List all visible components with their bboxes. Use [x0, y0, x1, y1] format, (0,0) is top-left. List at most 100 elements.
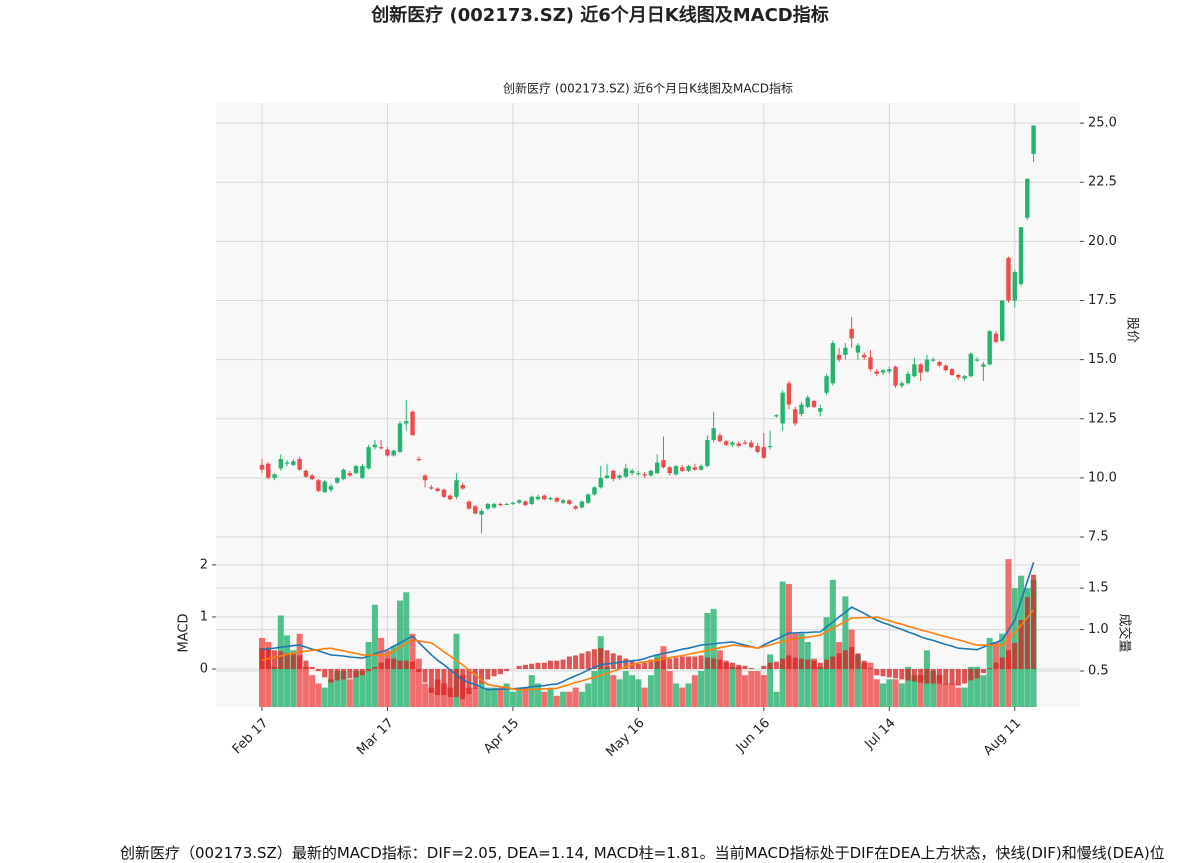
- volume-bar: [911, 675, 918, 707]
- macd-bar: [403, 660, 409, 669]
- macd-bar: [993, 662, 999, 669]
- macd-bar: [591, 649, 597, 669]
- candle-body: [278, 458, 283, 469]
- candle-body: [680, 467, 685, 471]
- candle-body: [862, 354, 867, 358]
- candle-body: [818, 408, 823, 412]
- macd-bar: [974, 669, 980, 679]
- candle-body: [573, 506, 578, 509]
- macd-bar: [742, 665, 748, 669]
- volume-bar: [660, 646, 667, 707]
- volume-bar: [804, 642, 811, 707]
- macd-bar: [642, 662, 648, 669]
- candle-body: [962, 376, 967, 379]
- chart: 创新医疗 (002173.SZ) 近6个月日K线图及MACD指标 创新医疗 (0…: [177, 4, 1140, 760]
- macd-tick-label: 1: [200, 609, 208, 624]
- volume-bar: [723, 662, 730, 707]
- volume-bar: [710, 608, 717, 707]
- candle-body: [598, 477, 603, 488]
- macd-bar: [485, 669, 491, 680]
- macd-bar: [855, 653, 861, 669]
- macd-bar: [704, 657, 710, 669]
- candle-body: [447, 495, 453, 500]
- volume-bar: [396, 600, 404, 707]
- volume-bar: [967, 666, 974, 707]
- macd-bar: [573, 655, 579, 669]
- macd-bar: [980, 669, 986, 674]
- volume-axis-label: 成交量: [1117, 613, 1133, 652]
- volume-bar: [616, 679, 623, 707]
- volume-bar: [346, 679, 353, 707]
- macd-bar: [384, 658, 390, 669]
- macd-bar: [987, 667, 993, 669]
- candle-body: [328, 486, 334, 490]
- macd-bar: [623, 658, 629, 669]
- macd-bar: [548, 660, 554, 669]
- candle-body: [1000, 300, 1005, 341]
- volume-bar: [560, 691, 567, 707]
- macd-tick-label: 2: [200, 557, 208, 572]
- macd-bar: [748, 667, 754, 669]
- y-tick-label: 15.0: [1088, 352, 1117, 367]
- candle-body: [410, 411, 415, 436]
- candle-body: [378, 447, 384, 449]
- candle-body: [749, 442, 754, 448]
- candle-body: [642, 474, 647, 476]
- volume-bar: [465, 687, 473, 707]
- macd-bar: [817, 662, 823, 669]
- candle-body: [460, 484, 465, 489]
- macd-bar: [541, 662, 547, 669]
- volume-bar: [867, 662, 874, 707]
- macd-bar: [962, 669, 968, 684]
- volume-bar: [986, 637, 993, 707]
- volume-bar: [679, 687, 686, 707]
- x-tick-label: Jun 16: [733, 716, 773, 756]
- candle-body: [1025, 178, 1030, 218]
- volume-bar: [516, 687, 523, 707]
- macd-bar: [529, 663, 535, 669]
- candle-body: [592, 487, 597, 495]
- volume-bar: [647, 675, 654, 707]
- candle-body: [422, 475, 428, 481]
- candle-body: [661, 460, 666, 468]
- volume-bar: [773, 691, 780, 707]
- macd-dea-line: [261, 609, 1035, 691]
- macd-bar: [441, 669, 447, 696]
- volume-tick-label: 0.5: [1088, 664, 1109, 679]
- candle-body: [956, 375, 961, 378]
- macd-bar: [805, 659, 811, 669]
- macd-bar: [290, 653, 296, 669]
- volume-bar: [742, 675, 749, 707]
- candle-body: [723, 441, 729, 445]
- candle-body: [385, 449, 390, 456]
- candle-body: [617, 475, 622, 478]
- volume-bar: [892, 679, 899, 707]
- macd-bar: [491, 669, 497, 677]
- candle-body: [755, 445, 760, 452]
- volume-bar: [729, 666, 736, 707]
- macd-bar: [635, 663, 641, 669]
- volume-bar: [284, 635, 291, 707]
- x-tick-label: Aug 11: [981, 716, 1024, 759]
- volume-bar: [961, 687, 968, 707]
- candle-body: [454, 480, 459, 497]
- volume-bar: [629, 675, 636, 707]
- macd-bar: [303, 660, 309, 669]
- candle-body: [485, 503, 491, 509]
- macd-bar: [861, 660, 867, 669]
- volume-bar: [1005, 559, 1012, 707]
- macd-bar: [535, 662, 541, 669]
- candle-body: [284, 462, 290, 464]
- macd-bar: [654, 658, 660, 669]
- macd-bar: [673, 657, 679, 669]
- macd-bar: [968, 669, 974, 681]
- macd-bar: [410, 661, 416, 669]
- macd-bar: [453, 669, 459, 698]
- candle-body: [742, 442, 748, 444]
- candle-body: [698, 466, 704, 470]
- volume-bar: [917, 675, 924, 707]
- candle-body: [1018, 227, 1024, 284]
- macd-bar: [334, 669, 340, 681]
- volume-bar: [880, 683, 887, 707]
- volume-bar: [610, 675, 617, 707]
